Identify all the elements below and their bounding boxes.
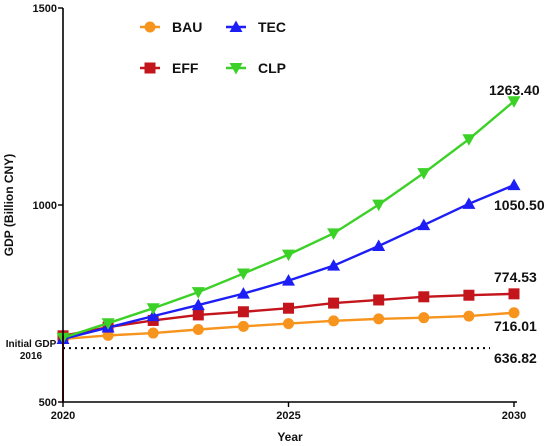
data-point-eff (192, 309, 204, 321)
data-point-eff (463, 289, 475, 301)
data-point-eff (237, 306, 249, 318)
data-point-bau (328, 315, 340, 327)
data-point-tec (282, 274, 295, 286)
x-tick-label: 2020 (51, 410, 75, 422)
y-tick-label: 1500 (33, 3, 57, 15)
end-value-label-clp: 1263.40 (489, 82, 540, 98)
data-point-tec (417, 218, 431, 231)
data-point-eff (328, 297, 340, 309)
reference-value-label: 636.82 (494, 350, 537, 366)
series-clp (56, 96, 521, 345)
x-tick-label: 2025 (276, 410, 300, 422)
data-point-bau (283, 318, 294, 330)
data-point-clp (372, 199, 386, 212)
y-axis-label: GDP (Billion CNY) (2, 154, 16, 256)
data-point-tec (236, 287, 250, 299)
data-point-bau (373, 313, 385, 325)
legend-item-eff: EFF (140, 60, 199, 76)
initial-gdp-label: Initial GDP (6, 339, 57, 350)
legend-item-tec: TEC (226, 19, 286, 35)
end-value-label-tec: 1050.50 (494, 197, 545, 213)
data-point-clp (191, 287, 205, 299)
y-tick-label: 1000 (33, 200, 57, 212)
ticks-group: 2020 2025 2030 500 1000 1500 (33, 3, 527, 422)
legend-marker-bau (144, 21, 156, 33)
series-bau (57, 307, 520, 345)
data-point-tec (327, 259, 341, 271)
data-point-clp (101, 318, 115, 330)
x-tick-label: 2030 (502, 410, 526, 422)
legend-marker-eff (144, 62, 156, 74)
data-point-tec (191, 298, 205, 311)
end-value-label-eff: 774.53 (494, 269, 537, 285)
data-point-clp (507, 96, 521, 108)
data-point-bau (237, 320, 249, 332)
legend-marker-clp (229, 63, 243, 75)
data-point-tec (507, 178, 521, 191)
legend-label: CLP (258, 60, 286, 76)
data-point-eff (508, 288, 520, 300)
data-point-tec (146, 309, 160, 322)
data-point-eff (373, 294, 385, 306)
data-point-clp (462, 134, 476, 146)
series-line-clp (62, 100, 515, 339)
data-point-bau (102, 329, 114, 341)
data-point-clp (282, 249, 295, 262)
data-point-eff (283, 302, 294, 314)
axes-group: Year GDP (Billion CNY) (2, 8, 517, 444)
legend-label: EFF (172, 60, 199, 76)
legend-item-clp: CLP (226, 60, 286, 76)
data-point-clp (417, 168, 431, 180)
series-group (56, 96, 521, 402)
initial-gdp-year-label: 2016 (20, 351, 43, 362)
data-point-bau (508, 307, 520, 319)
data-point-tec (372, 239, 386, 251)
legend-label: TEC (258, 19, 286, 35)
legend-label: BAU (172, 19, 202, 35)
end-labels-group: 1263.40 1050.50 774.53 716.01 (489, 82, 545, 334)
data-point-clp (236, 268, 250, 281)
y-tick-label: 500 (39, 397, 57, 409)
legend: BAU EFF TEC CLP (140, 19, 286, 76)
end-value-label-bau: 716.01 (494, 318, 537, 334)
data-point-tec (462, 197, 476, 209)
data-point-bau (463, 310, 475, 322)
legend-item-bau: BAU (140, 19, 202, 35)
x-axis-label: Year (277, 430, 303, 444)
data-point-clp (327, 228, 341, 240)
data-point-bau (192, 324, 204, 336)
series-tec (56, 178, 521, 344)
data-point-bau (418, 312, 430, 324)
data-point-eff (418, 291, 430, 303)
data-point-clp (146, 303, 160, 315)
data-point-bau (147, 327, 159, 339)
legend-marker-tec (229, 20, 243, 32)
